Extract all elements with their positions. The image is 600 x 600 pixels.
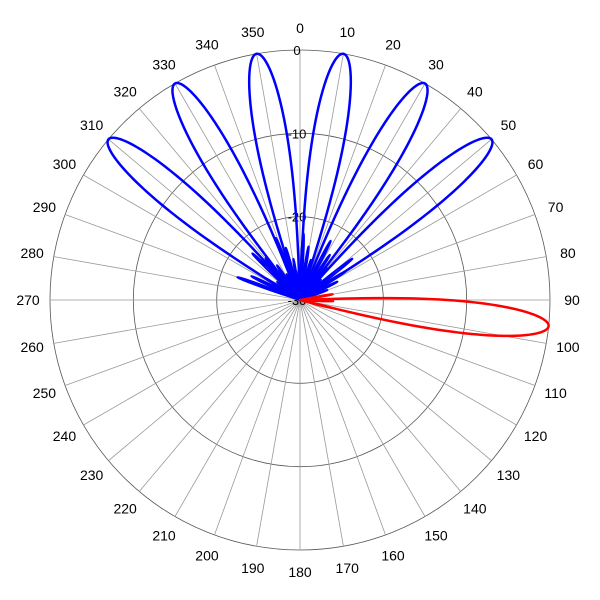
angle-tick-label: 0	[296, 20, 304, 36]
grid-spoke	[299, 256, 547, 301]
grid-spoke	[256, 299, 301, 547]
angle-tick-label: 180	[288, 564, 312, 580]
grid-spoke	[299, 299, 536, 386]
angle-tick-label: 150	[424, 528, 448, 544]
angle-tick-label: 230	[80, 467, 104, 483]
series-lobe	[298, 81, 429, 302]
series-sidelobe	[299, 299, 334, 310]
series-sidelobe	[299, 257, 354, 301]
series-sidelobe	[299, 270, 347, 301]
radial-tick-label: -10	[288, 126, 307, 141]
angle-tick-label: 120	[524, 428, 548, 444]
angle-tick-label: 160	[381, 548, 405, 564]
angle-tick-label: 210	[152, 528, 176, 544]
series-sidelobe	[299, 298, 335, 303]
grid-spoke	[83, 174, 301, 301]
series-sidelobe	[299, 289, 329, 301]
grid-spoke	[299, 299, 386, 536]
angle-tick-label: 70	[548, 199, 564, 215]
angle-tick-label: 200	[195, 548, 219, 564]
angle-tick-label: 260	[20, 339, 44, 355]
series-lobe	[171, 81, 302, 302]
angle-tick-label: 100	[556, 339, 580, 355]
grid-spoke	[214, 299, 301, 536]
series-lobe	[106, 136, 302, 302]
series-sidelobe	[299, 239, 332, 301]
grid-spoke	[299, 299, 517, 426]
grid-spoke	[138, 299, 301, 492]
series-sidelobe	[274, 236, 301, 301]
angle-tick-label: 50	[501, 117, 517, 133]
series-1	[298, 293, 550, 338]
angle-tick-label: 290	[33, 199, 57, 215]
grid-spoke	[299, 64, 386, 301]
series-lobe	[298, 296, 550, 338]
radial-tick-label: 0	[293, 43, 300, 58]
angle-tick-label: 190	[241, 560, 265, 576]
series-sidelobe	[251, 252, 301, 301]
angle-tick-label: 80	[560, 245, 576, 261]
series-sidelobe	[263, 276, 301, 301]
series-lobe	[298, 52, 353, 302]
series-sidelobe	[299, 245, 310, 301]
angle-tick-label: 320	[113, 84, 137, 100]
angle-tick-labels: 0 10 20 30 40 50 60 70 80 90 100 110 120 130 140 150 160…	[16, 20, 580, 580]
series-sidelobe	[299, 266, 328, 301]
angle-tick-label: 300	[53, 156, 77, 172]
series-sidelobe	[299, 293, 334, 301]
angle-tick-label: 170	[336, 560, 360, 576]
angle-tick-label: 310	[80, 117, 104, 133]
series-lobe	[298, 136, 494, 302]
angle-tick-label: 220	[113, 500, 137, 516]
angle-tick-label: 130	[497, 467, 521, 483]
angle-tick-label: 140	[463, 500, 487, 516]
angle-tick-label: 270	[16, 292, 40, 308]
series-sidelobe	[276, 264, 301, 301]
series-sidelobe	[292, 257, 301, 301]
grid-spoke	[64, 299, 301, 386]
angle-tick-label: 20	[385, 36, 401, 52]
grid-spoke	[53, 256, 301, 301]
series-sidelobe	[299, 280, 339, 301]
series-lobe	[247, 52, 302, 302]
grid-spoke	[174, 299, 301, 517]
angle-tick-label: 40	[467, 84, 483, 100]
grid-spoke	[299, 299, 462, 492]
grid-spoke	[299, 214, 536, 301]
grid-spoke	[108, 138, 301, 301]
angle-tick-label: 10	[339, 24, 355, 40]
series-sidelobe	[264, 257, 301, 301]
angle-tick-label: 90	[564, 292, 580, 308]
angle-tick-label: 110	[544, 385, 567, 401]
grid-spoke	[83, 299, 301, 426]
angle-tick-label: 280	[20, 245, 44, 261]
angle-tick-label: 250	[33, 385, 57, 401]
grid-spoke	[53, 299, 301, 344]
angle-tick-label: 330	[152, 56, 176, 72]
angle-tick-label: 350	[241, 24, 265, 40]
series-sidelobe	[299, 232, 305, 301]
series-sidelobe	[299, 258, 312, 301]
angle-tick-label: 240	[53, 428, 77, 444]
angle-tick-label: 30	[428, 56, 444, 72]
grid-spoke	[174, 83, 301, 301]
grid-spoke	[64, 214, 301, 301]
angle-tick-label: 340	[195, 36, 219, 52]
grid-spoke	[299, 299, 426, 517]
series-0	[106, 52, 494, 302]
series-layer	[106, 52, 550, 338]
series-sidelobe	[299, 253, 331, 301]
series-sidelobe	[236, 276, 301, 301]
series-sidelobe	[250, 275, 301, 301]
grid-spoke	[299, 299, 344, 547]
grid-spoke	[108, 299, 301, 462]
angle-tick-label: 60	[528, 156, 544, 172]
series-sidelobe	[284, 246, 301, 301]
grid-spoke	[299, 299, 492, 462]
